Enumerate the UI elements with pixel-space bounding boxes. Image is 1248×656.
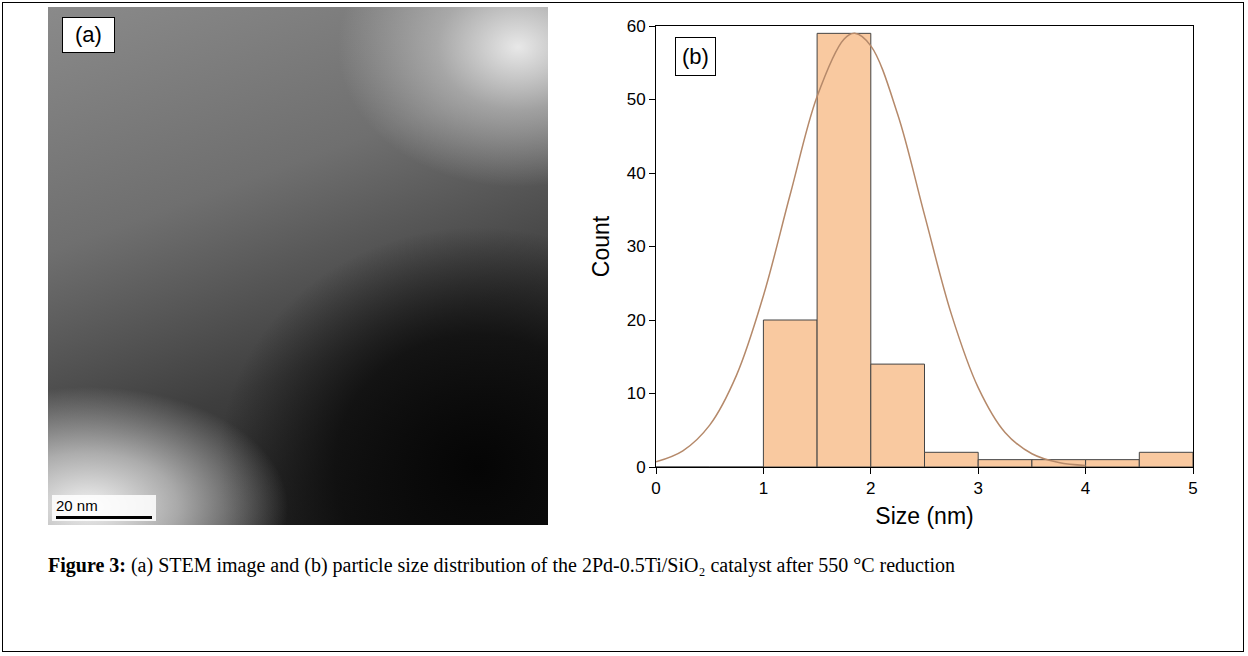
svg-text:50: 50 bbox=[627, 90, 646, 109]
svg-text:Size (nm): Size (nm) bbox=[875, 503, 973, 529]
svg-text:40: 40 bbox=[627, 164, 646, 183]
svg-text:10: 10 bbox=[627, 384, 646, 403]
svg-text:0: 0 bbox=[651, 479, 660, 498]
svg-text:Count: Count bbox=[588, 215, 614, 277]
svg-text:20: 20 bbox=[627, 311, 646, 330]
svg-text:5: 5 bbox=[1188, 479, 1197, 498]
html-text:20 nm: 20 nm bbox=[56, 497, 98, 514]
svg-text:(b): (b) bbox=[682, 44, 709, 69]
svg-text:60: 60 bbox=[627, 17, 646, 36]
svg-text:4: 4 bbox=[1081, 479, 1090, 498]
html-text:(a): (a) bbox=[75, 22, 102, 47]
html-text:Figure 3: (a) STEM image and (: Figure 3: (a) STEM image and (b) particl… bbox=[48, 554, 955, 576]
svg-text:1: 1 bbox=[759, 479, 768, 498]
svg-text:30: 30 bbox=[627, 237, 646, 256]
svg-text:2: 2 bbox=[866, 479, 875, 498]
svg-text:0: 0 bbox=[636, 458, 645, 477]
svg-text:3: 3 bbox=[973, 479, 982, 498]
